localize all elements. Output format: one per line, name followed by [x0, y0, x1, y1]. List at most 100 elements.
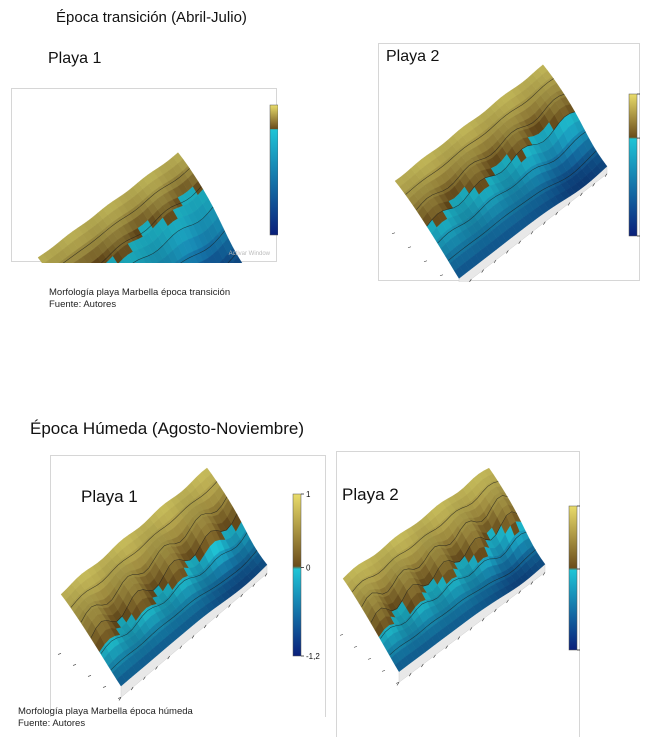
section-title-transicion: Época transición (Abril-Julio) [56, 9, 247, 26]
axis-tick [367, 658, 372, 660]
contour-line [352, 481, 499, 592]
chart-title-playa1-transicion: Playa 1 [48, 50, 102, 67]
surface-chart-playa2-transicion: 0,90-2 [391, 64, 640, 282]
axis-tick [191, 635, 195, 639]
axis-tick [381, 670, 386, 672]
surface-chart-playa1-humeda: 1 0 -1,2 [57, 467, 320, 701]
axis-tick [155, 666, 158, 670]
colorbar [628, 93, 638, 237]
axis-tick [518, 240, 521, 245]
axis-tick [408, 673, 412, 677]
colorbar-tick-label: 1 [306, 490, 311, 499]
contour-line [62, 168, 190, 263]
surface-mesh [37, 152, 243, 263]
axis-tick [407, 246, 412, 249]
axis-tick [396, 682, 400, 686]
chart-title-playa1-humeda: Playa 1 [81, 487, 138, 506]
axis-tick [433, 654, 436, 659]
surface-mesh [342, 467, 546, 672]
axis-tick [555, 211, 558, 216]
axis-tick [203, 624, 207, 629]
contour-line [448, 150, 597, 261]
axis-tick [567, 202, 571, 206]
surface-chart-playa2-humeda: 0,70-0,9 [339, 467, 580, 686]
axis-tick [592, 183, 595, 187]
axis-tick [240, 593, 243, 598]
contour-line [110, 550, 258, 671]
caption-line-1: Morfología playa Marbella época transici… [49, 287, 231, 298]
axis-tick [481, 618, 485, 622]
contour-line [132, 206, 214, 263]
caption-transicion: Morfología playa Marbella época transici… [49, 287, 230, 311]
axis-tick [445, 645, 448, 649]
colorbar-tick-label: 0 [306, 564, 311, 573]
axis-tick [395, 682, 400, 684]
axis-tick [118, 697, 122, 701]
caption-humeda: Morfología playa Marbella época húmeda F… [18, 706, 193, 730]
colorbar [292, 493, 302, 657]
axis-tick [421, 663, 424, 668]
chart-panel-playa1-humeda: 1 0 -1,2 Playa 1 [50, 455, 326, 717]
section-title-humeda: Época Húmeda (Agosto-Noviembre) [30, 419, 305, 438]
contour-line [380, 531, 527, 639]
contour-line [370, 511, 518, 623]
axis-tick [72, 664, 77, 666]
axis-tick [353, 646, 358, 648]
contour-line [361, 495, 508, 607]
axis-tick [228, 604, 231, 608]
axis-tick [439, 274, 444, 277]
axis-tick [530, 231, 534, 235]
axis-tick [87, 675, 92, 677]
axis-tick [518, 590, 521, 594]
axis-tick [339, 634, 344, 636]
chart-panel-playa1-transicion: 0,80-3,5 Activar Window [11, 88, 278, 263]
contour-line [70, 481, 218, 608]
axis-tick [543, 221, 546, 225]
axis-tick [457, 636, 461, 640]
axis-tick [216, 614, 219, 618]
axis-tick [264, 573, 268, 577]
axis-tick [102, 686, 107, 688]
axis-tick [143, 676, 146, 680]
caption-line-2: Fuente: Autores [18, 718, 86, 729]
axis-tick [167, 655, 170, 660]
axis-tick [469, 279, 472, 282]
colorbar [269, 104, 278, 236]
contour-line [437, 131, 586, 244]
surface-mesh [394, 64, 608, 279]
chart-panel-playa2-humeda: 0,70-0,9 Playa 2 [336, 451, 580, 737]
axis-tick [252, 583, 256, 587]
contour-line [426, 111, 576, 227]
surface-chart-playa1-transicion: 0,80-3,5 [37, 104, 278, 263]
watermark: Activar Window [228, 251, 270, 257]
axis-tick [57, 653, 62, 655]
chart-title-playa2-humeda: Playa 2 [342, 485, 399, 504]
colorbar [568, 505, 578, 651]
contour-line [405, 78, 554, 195]
chart-panel-playa2-transicion: 0,90-2 Playa 2 [378, 43, 640, 282]
caption-line-1: Morfología playa Marbella época húmeda [18, 706, 193, 717]
axis-tick [604, 173, 608, 177]
contour-line [100, 186, 202, 263]
axis-tick [130, 686, 134, 691]
axis-tick [469, 627, 473, 631]
axis-tick [391, 232, 396, 235]
axis-tick [530, 581, 534, 585]
contour-line [90, 513, 238, 638]
axis-tick [117, 697, 122, 699]
axis-tick [423, 260, 428, 263]
axis-tick [542, 572, 546, 576]
axis-tick [506, 599, 509, 604]
contour-line [389, 549, 536, 656]
surface-mesh [60, 467, 268, 687]
contour-line [180, 230, 225, 263]
axis-tick [506, 250, 509, 254]
axis-tick [494, 608, 497, 613]
contour-line [100, 532, 248, 654]
axis-tick [481, 269, 484, 273]
colorbar-tick-label: -1,2 [306, 652, 320, 661]
contour-line [416, 93, 565, 211]
axis-tick [179, 645, 183, 649]
chart-title-playa2-transicion: Playa 2 [386, 48, 440, 65]
axis-tick [580, 192, 583, 197]
